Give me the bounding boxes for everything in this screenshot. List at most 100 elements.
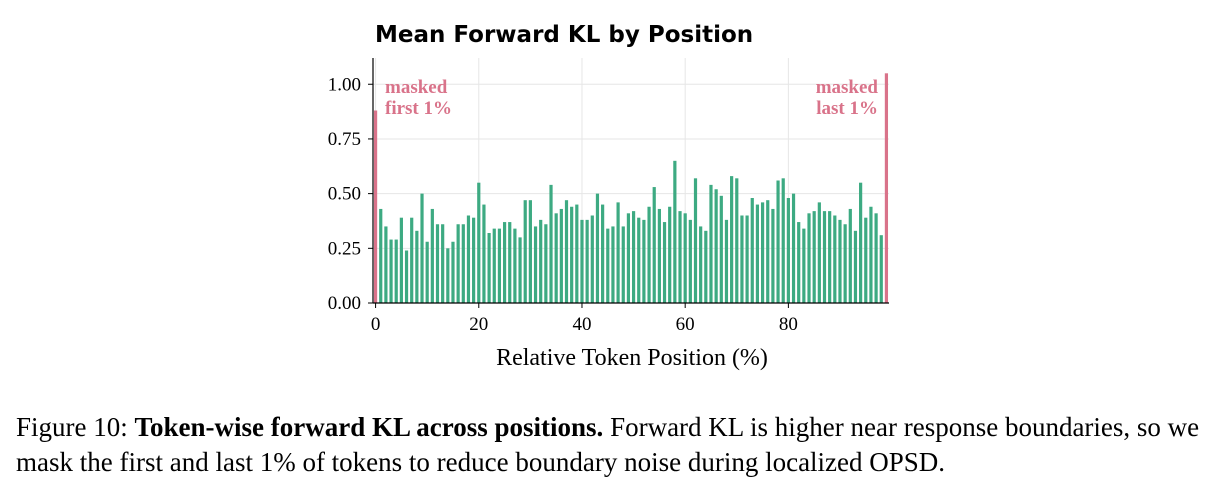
- bar-54: [652, 187, 656, 303]
- bar-90: [838, 219, 842, 303]
- bar-74: [755, 204, 760, 303]
- bar-10: [425, 241, 429, 303]
- bar-63: [699, 226, 703, 303]
- bar-52: [642, 219, 646, 303]
- bar-79: [781, 178, 785, 303]
- bar-84: [807, 213, 811, 303]
- figure-caption: Figure 10: Token-wise forward KL across …: [16, 410, 1208, 480]
- x-tick-label-1: 20: [469, 314, 488, 335]
- bar-35: [554, 213, 558, 303]
- bar-83: [802, 228, 806, 303]
- y-tick-label-3: 0.75: [328, 129, 361, 150]
- bar-47: [616, 202, 620, 303]
- bar-29: [523, 200, 527, 303]
- bar-15: [451, 241, 455, 303]
- y-tick-label-1: 0.25: [328, 238, 361, 259]
- bar-89: [833, 215, 837, 303]
- x-tick-label-2: 40: [572, 314, 591, 335]
- bar-76: [766, 200, 770, 303]
- bar-51: [637, 217, 641, 303]
- bar-16: [456, 224, 460, 303]
- bar-69: [730, 176, 734, 303]
- bar-62: [693, 178, 698, 303]
- bar-44: [601, 204, 605, 303]
- bar-39: [575, 204, 579, 303]
- y-tick-label-2: 0.50: [328, 184, 361, 205]
- bar-48: [621, 226, 625, 303]
- bar-91: [843, 224, 847, 303]
- bar-56: [662, 222, 667, 303]
- bar-41: [585, 219, 589, 303]
- x-tick-label-3: 60: [676, 314, 695, 335]
- bar-86: [817, 202, 821, 303]
- bar-12: [435, 224, 440, 303]
- bar-6: [404, 250, 409, 303]
- bar-11: [430, 208, 434, 303]
- bar-43: [595, 193, 600, 303]
- bar-7: [410, 217, 414, 303]
- bar-49: [626, 213, 631, 303]
- bar-32: [539, 219, 543, 303]
- x-tick-label-4: 80: [779, 314, 798, 335]
- y-tick-label-4: 1.00: [328, 74, 361, 95]
- bar-14: [446, 248, 450, 303]
- bar-87: [822, 211, 827, 303]
- bar-5: [399, 217, 403, 303]
- bar-9: [420, 193, 424, 303]
- bar-96: [869, 206, 873, 303]
- caption-bold: Token-wise forward KL across positions.: [134, 412, 604, 442]
- bar-36: [559, 208, 563, 303]
- bar-26: [508, 222, 512, 303]
- bar-45: [606, 228, 610, 303]
- bar-59: [678, 211, 682, 303]
- bar-13: [441, 224, 445, 303]
- bar-31: [533, 226, 538, 303]
- bar-37: [564, 200, 569, 303]
- bar-27: [513, 228, 517, 303]
- bar-58: [673, 160, 677, 303]
- annotation-0-line2: first 1%: [385, 98, 452, 119]
- y-axis-ticks: 0.00 0.25 0.50 0.75 1.00: [328, 74, 373, 314]
- bar-55: [657, 208, 661, 303]
- bar-93: [853, 230, 858, 303]
- annotation-0-line1: masked: [385, 77, 448, 98]
- bar-1: [379, 208, 383, 303]
- bar-81: [791, 193, 796, 303]
- annotation-1-line2: last 1%: [816, 98, 878, 119]
- chart-title: Mean Forward KL by Position: [375, 22, 753, 48]
- bar-34: [549, 184, 553, 303]
- caption-text: Forward KL is higher near response bound…: [16, 412, 1200, 477]
- x-axis-label: Relative Token Position (%): [496, 345, 768, 371]
- bar-53: [647, 206, 651, 303]
- bar-24: [497, 228, 502, 303]
- bar-8: [415, 230, 419, 303]
- bar-70: [735, 178, 739, 303]
- bar-60: [683, 213, 687, 303]
- bar-80: [786, 198, 790, 303]
- bar-65: [709, 184, 713, 303]
- bars: [373, 73, 889, 303]
- bar-38: [570, 206, 574, 303]
- bar-46: [611, 226, 615, 303]
- bar-30: [528, 200, 532, 303]
- bar-67: [719, 195, 723, 303]
- y-tick-label-0: 0.00: [328, 293, 361, 314]
- bar-71: [740, 215, 744, 303]
- bar-98: [879, 235, 883, 303]
- bar-2: [384, 226, 388, 303]
- bar-95: [864, 217, 868, 303]
- kl-bar-chart: Mean Forward KL by Position 0.00 0.25 0.50…: [328, 22, 889, 371]
- bar-17: [461, 224, 465, 303]
- bar-73: [750, 198, 754, 303]
- bar-77: [771, 208, 775, 303]
- bar-64: [704, 230, 708, 303]
- bar-40: [580, 219, 584, 303]
- bar-21: [482, 204, 486, 303]
- bar-20: [477, 182, 481, 303]
- masked-bar-99: [884, 73, 889, 303]
- bar-78: [776, 180, 780, 303]
- bar-25: [502, 222, 507, 303]
- bar-92: [848, 208, 852, 303]
- x-axis-ticks: 0 20 40 60 80: [371, 303, 798, 335]
